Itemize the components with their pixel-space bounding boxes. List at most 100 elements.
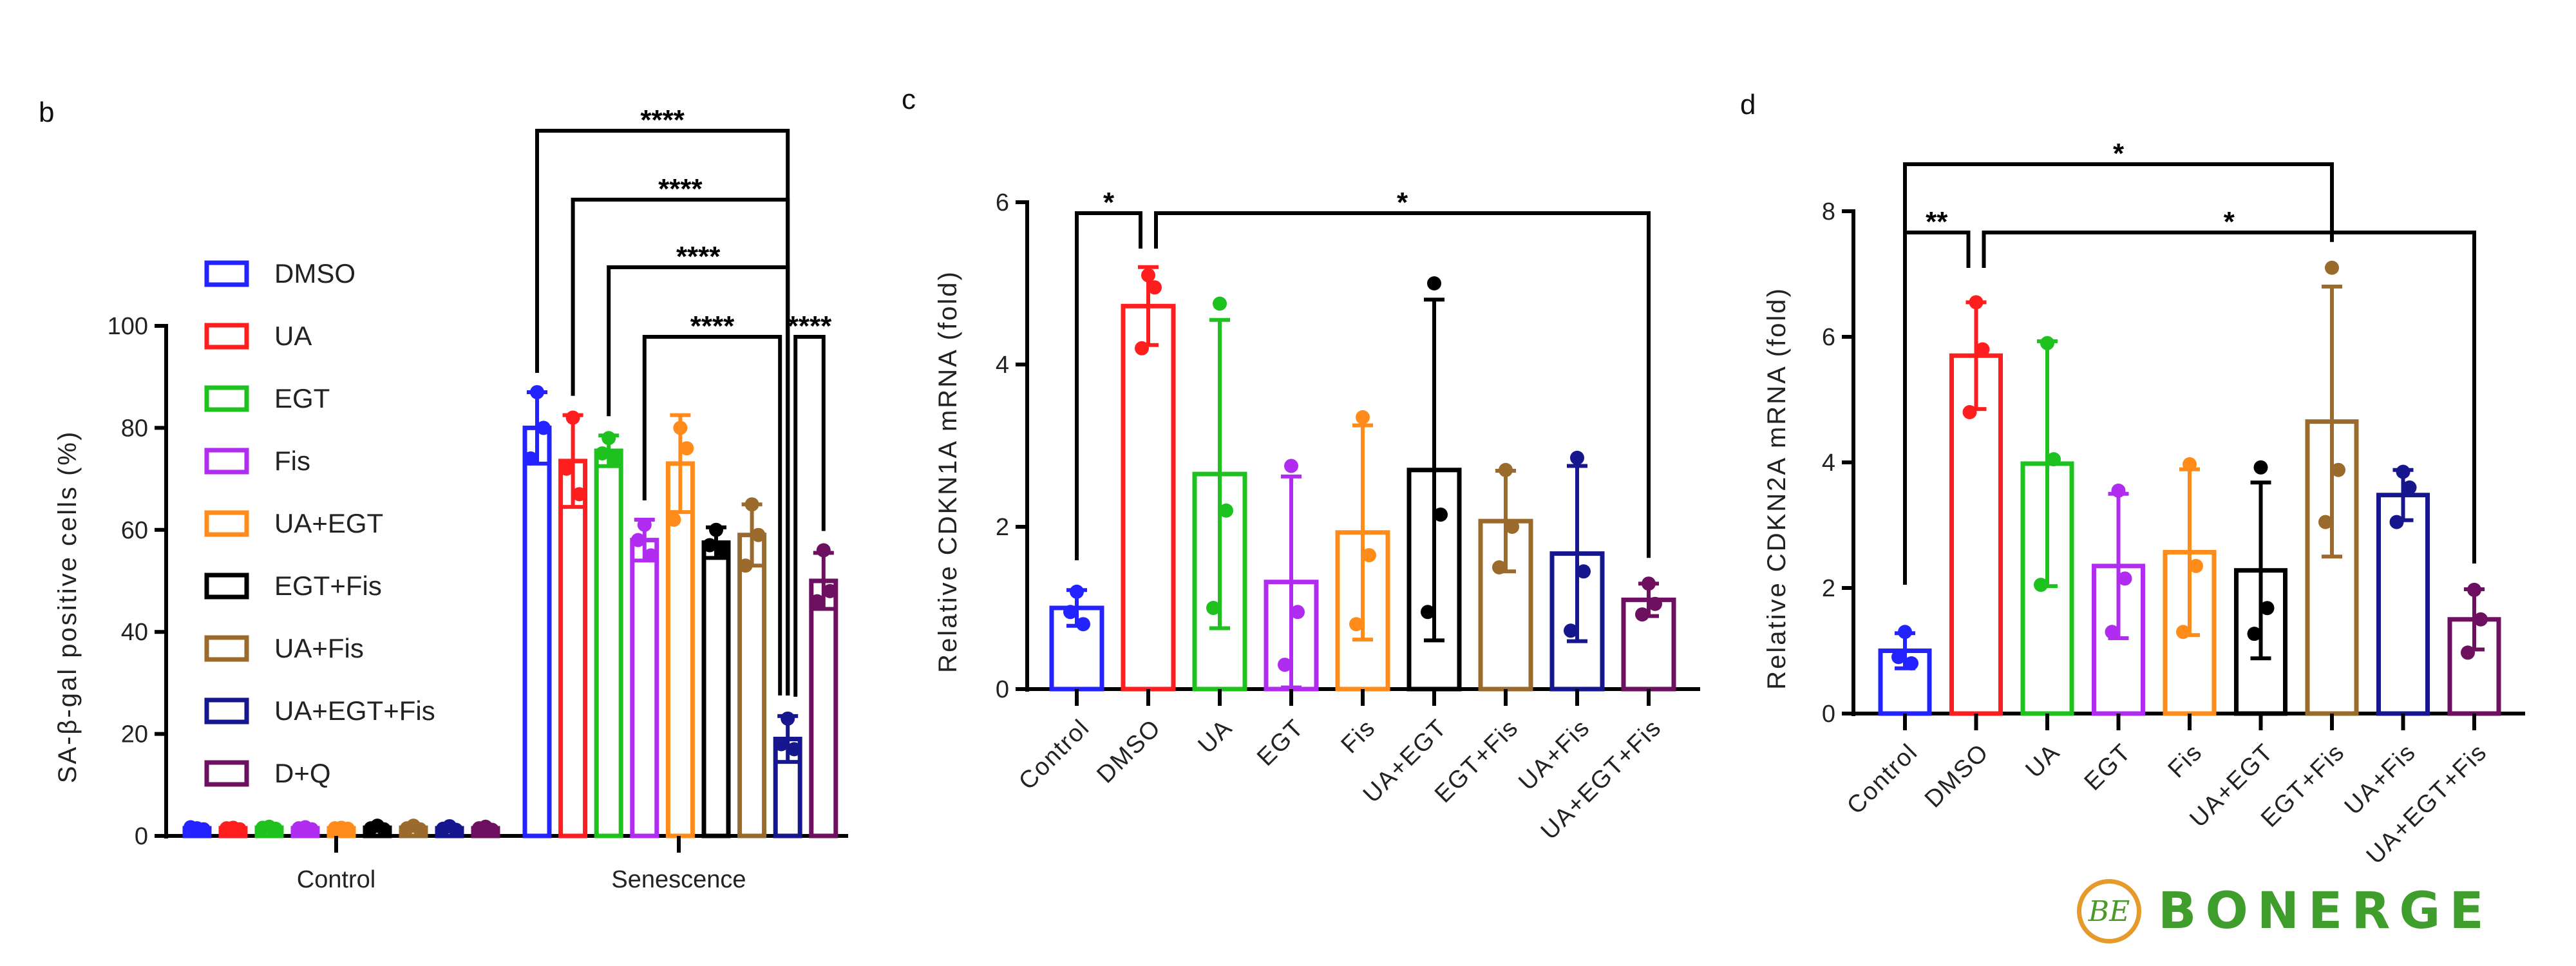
- data-point: [1975, 342, 1990, 357]
- y-axis-label: Relative CDKN2A mRNA (fold): [1763, 287, 1791, 690]
- data-point: [1070, 584, 1084, 599]
- panel-letter-d: d: [1740, 89, 1756, 120]
- data-point: [536, 421, 551, 435]
- data-point: [2183, 457, 2197, 471]
- data-point: [256, 820, 270, 835]
- data-point: [643, 548, 658, 563]
- legend-label: UA+Fis: [274, 633, 364, 663]
- bar: [1121, 303, 1176, 692]
- significance-bracket: [642, 335, 782, 696]
- y-tick-label: 6: [1822, 324, 1835, 351]
- y-tick-label: 8: [1822, 198, 1835, 225]
- significance-label: ****: [676, 241, 721, 272]
- data-point: [1141, 268, 1155, 283]
- data-point: [816, 543, 831, 558]
- data-point: [781, 711, 795, 726]
- y-tick-label: 40: [121, 619, 148, 646]
- significance-label: ****: [690, 310, 735, 342]
- data-point: [744, 497, 759, 512]
- data-point: [1063, 605, 1077, 620]
- bar: [701, 540, 731, 838]
- data-point: [1148, 280, 1162, 295]
- data-point: [679, 441, 694, 456]
- significance-label: *: [1103, 187, 1115, 218]
- data-point: [341, 821, 355, 836]
- data-point: [559, 461, 574, 476]
- data-point: [364, 821, 378, 836]
- panel-letter-b: b: [39, 97, 55, 128]
- data-point: [2040, 336, 2054, 350]
- data-point: [232, 822, 247, 837]
- data-point: [1891, 650, 1906, 665]
- legend-label: EGT: [274, 383, 330, 413]
- data-point: [220, 821, 234, 836]
- data-point: [2461, 645, 2475, 660]
- data-point: [667, 512, 681, 527]
- x-category-label: Fis: [1336, 714, 1381, 759]
- data-point: [1505, 520, 1519, 534]
- significance-bracket: [793, 335, 826, 697]
- legend-label: UA+EGT: [274, 508, 383, 538]
- x-category-label: DMSO: [1920, 739, 1994, 813]
- data-point: [1642, 576, 1656, 591]
- data-point: [413, 822, 427, 837]
- legend-swatch: [204, 573, 249, 600]
- x-category-label: EGT: [2079, 739, 2137, 796]
- y-axis-label: Relative CDKN1A mRNA (fold): [934, 270, 962, 673]
- significance-bracket: [607, 265, 790, 696]
- x-category-label: UA+EGT+Fis: [1536, 714, 1667, 846]
- data-point: [2467, 582, 2481, 597]
- data-point: [637, 517, 652, 532]
- legend-swatch: [204, 510, 249, 537]
- data-point: [1362, 548, 1376, 563]
- data-point: [530, 384, 544, 399]
- data-point: [703, 538, 717, 553]
- data-point: [630, 533, 645, 547]
- y-axis-label: SA-β-gal positive cells (%): [53, 430, 82, 784]
- data-point: [608, 451, 623, 466]
- data-point: [751, 527, 766, 542]
- bar: [737, 533, 767, 838]
- significance-label: ****: [788, 310, 832, 342]
- data-point: [400, 821, 414, 836]
- chart-b: 0 20 40 60 80 100 SA-β-gal positive cells (%) C…: [53, 104, 848, 893]
- significance-bracket: [1154, 211, 1651, 558]
- data-point: [1135, 341, 1149, 355]
- y-tick-label: 4: [996, 352, 1009, 379]
- legend-label: Fis: [274, 446, 310, 476]
- y-tick-label: 60: [121, 517, 148, 544]
- significance-label: ****: [658, 173, 703, 205]
- x-category-label: DMSO: [1092, 714, 1166, 789]
- legend-swatch: [204, 323, 249, 350]
- data-point: [595, 446, 610, 460]
- significance-label: *: [2224, 206, 2235, 238]
- significance-bracket: [1903, 231, 1971, 585]
- data-point: [184, 820, 198, 835]
- data-point: [709, 522, 723, 537]
- significance-label: *: [2113, 138, 2125, 169]
- data-point: [1213, 296, 1227, 311]
- data-point: [436, 821, 450, 836]
- data-point: [2260, 601, 2275, 616]
- data-point: [2117, 571, 2132, 586]
- data-point: [673, 421, 688, 435]
- legend-swatch: [204, 260, 249, 287]
- x-category-label: EGT: [1252, 714, 1309, 772]
- chart-d: 0 2 4 6 8 Relative CDKN2A mRNA (fold) ControlD…: [1763, 138, 2525, 869]
- bar: [2376, 493, 2430, 716]
- x-category-label: Senescence: [611, 866, 746, 893]
- data-point: [472, 821, 486, 836]
- legend-swatch: [204, 635, 249, 662]
- data-point: [2253, 460, 2268, 475]
- data-point: [1898, 625, 1912, 639]
- x-category-label: Fis: [2163, 739, 2208, 784]
- bar: [558, 459, 588, 838]
- legend-label: EGT+Fis: [274, 571, 382, 601]
- data-point: [196, 822, 211, 837]
- significance-label: ****: [640, 104, 685, 136]
- legend-label: UA: [274, 321, 312, 351]
- chart-c: 0 2 4 6 Relative CDKN1A mRNA (fold) ControlDM…: [934, 187, 1700, 845]
- data-point: [810, 594, 824, 609]
- data-point: [1635, 607, 1649, 622]
